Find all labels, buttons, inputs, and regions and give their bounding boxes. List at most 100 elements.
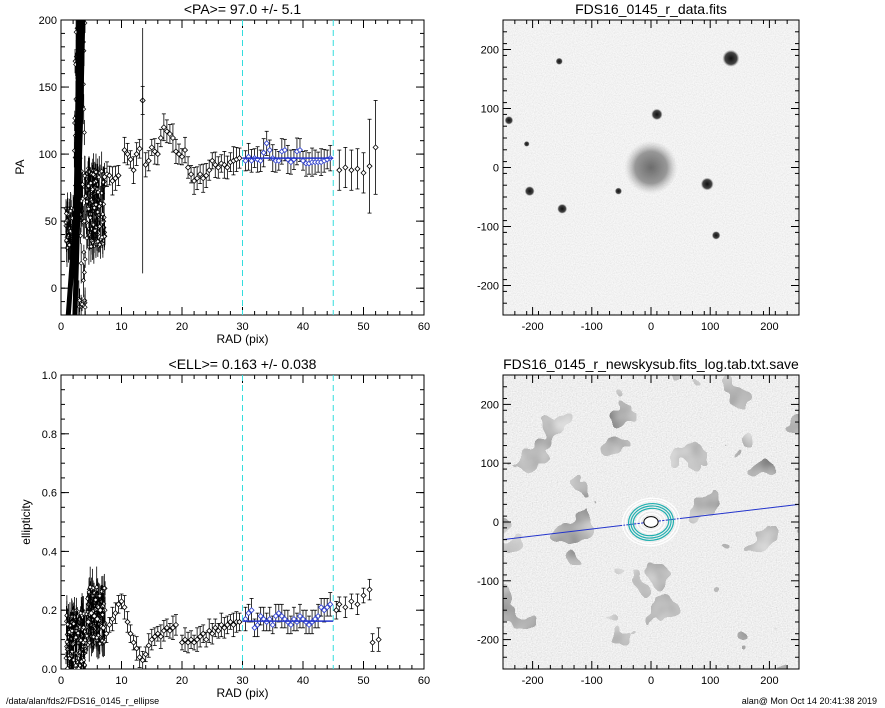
data-point [212,161,219,168]
data-point [209,157,216,164]
data-point [157,633,164,640]
data-point [127,156,134,163]
data-point [236,155,243,162]
data-point-fit [281,146,288,154]
y-tick-label: 0.4 [42,546,57,558]
data-point-fit [287,621,295,629]
inner-data-point [94,584,100,590]
data-point [148,144,155,151]
data-point [178,153,186,160]
y-tick-label: 0.0 [42,664,57,676]
y-tick-label: 0.2 [42,605,57,617]
inner-data-point [80,277,86,283]
data-point [157,134,164,142]
inner-data-point [63,237,69,243]
inner-data-point [90,172,96,178]
data-point-fit [275,610,282,617]
inner-data-point [77,297,83,303]
inner-data-point [97,223,103,229]
x-tick-label: 50 [357,675,369,687]
inner-data-point [93,597,99,603]
x-tick-label: 0 [58,675,64,687]
data-point [109,177,116,184]
data-point [184,639,192,646]
inner-data-point [78,637,84,643]
x-tick-label: 0 [648,675,654,687]
data-point [360,169,367,176]
inner-data-point [76,665,82,669]
inner-data-point [100,211,106,217]
image-title: FDS16_0145_r_data.fits [575,1,727,17]
x-axis-label: RAD (pix) [216,686,268,700]
inner-data-point [94,635,100,641]
inner-data-point [92,228,98,234]
inner-data-point [95,209,101,215]
x-tick-label: 10 [115,321,127,333]
inner-data-point [75,630,81,636]
data-point [354,601,361,608]
data-point [230,621,237,628]
data-point [142,651,149,658]
data-point [124,618,131,626]
data-point [88,610,95,617]
inner-data-point [88,244,94,250]
data-point [194,175,201,182]
inner-data-point [82,256,88,262]
data-point [121,147,128,154]
x-tick-label: 0 [58,321,64,333]
inner-data-point [78,659,84,664]
data-point [118,598,125,605]
data-point-fit [248,157,255,164]
data-point [142,161,149,168]
data-point [224,621,231,628]
data-point [348,598,355,605]
data-point [175,151,183,158]
inner-data-point [85,183,91,189]
x-tick-label: -100 [581,675,603,687]
x-tick-label: -200 [522,675,544,687]
image-panel-skysub: -200 -100 0 100 200 -200 -100 0 100 200 FDS16_0145… [477,356,800,687]
inner-data-point [82,173,88,179]
data-point [160,627,167,634]
data-point-fit [242,157,249,164]
data-point [354,165,361,172]
data-point [130,167,137,174]
data-point [369,639,376,646]
data-point-fit [245,610,252,617]
data-point-fit [248,607,255,614]
y-tick-label: -100 [477,576,499,588]
inner-data-point [81,218,87,224]
star [711,231,721,240]
x-tick-label: 60 [418,675,430,687]
y-tick-label: 50 [45,216,57,228]
footer-path: /data/alan/fds2/FDS16_0145_r_ellipse [6,696,160,706]
data-point [221,161,228,168]
x-tick-label: 30 [236,321,248,333]
data-point [145,642,152,649]
data-point [130,639,137,646]
data-point-fit [321,607,328,614]
data-point-fit [299,157,307,164]
data-point [106,621,113,628]
image-panel-data: -200 -100 0 100 200 -200 -100 0 100 200 FDS16_0145… [477,1,800,333]
x-tick-label: 10 [115,675,127,687]
data-point [200,175,207,182]
inner-data-point [99,612,105,618]
data-point-fit [296,612,304,620]
star [524,186,535,197]
inner-data-point [81,624,87,630]
x-tick-label: -100 [581,321,603,333]
star [504,116,514,125]
inner-data-point [91,634,97,640]
inner-data-point [66,655,72,661]
inner-data-point [97,593,103,599]
star [557,203,568,214]
data-point-fit [257,157,264,164]
inner-data-point [95,238,101,244]
star [651,108,663,121]
isophote-ellipse [630,505,672,539]
data-point [215,627,222,634]
inner-data-point [87,584,93,590]
y-axis-label: ellipticity [19,499,33,544]
x-tick-label: 60 [418,321,430,333]
